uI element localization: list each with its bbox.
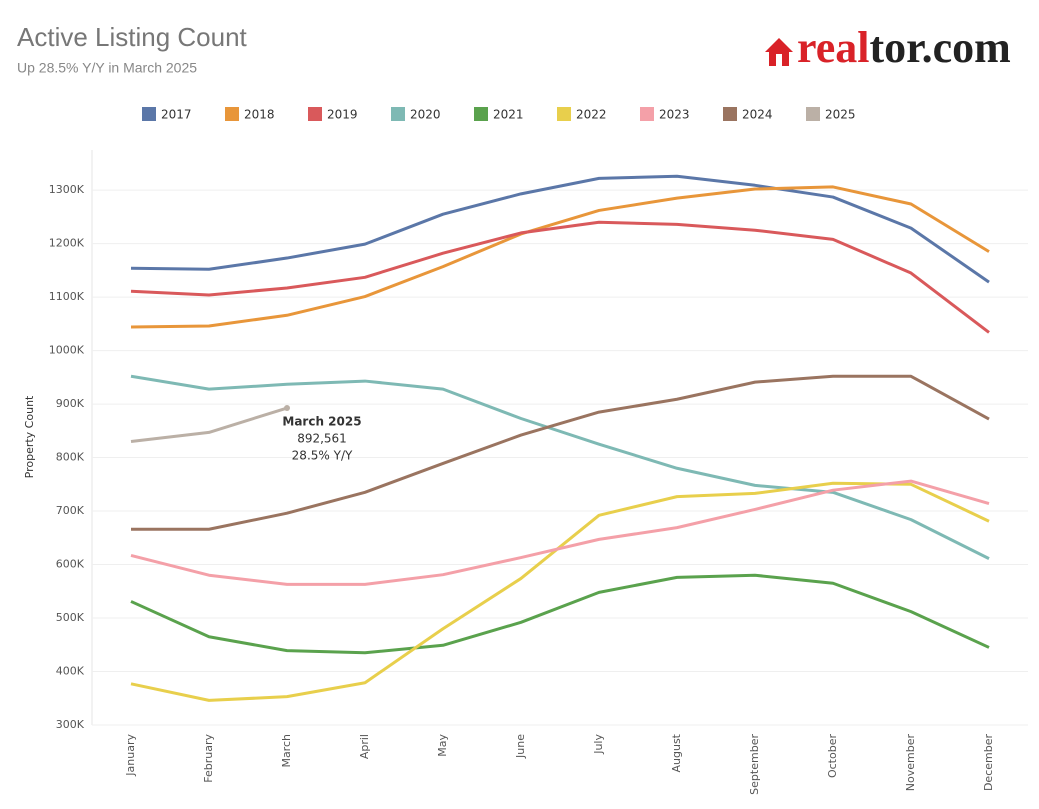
series-line	[130, 406, 288, 444]
series-line	[130, 374, 990, 560]
legend-swatch	[308, 107, 322, 121]
annotation-text: 28.5% Y/Y	[292, 449, 353, 463]
legend-label: 2018	[244, 108, 275, 122]
series-line	[130, 481, 990, 702]
x-tick-label: December	[982, 734, 995, 792]
y-tick-label: 1200K	[49, 237, 85, 250]
y-tick-label: 300K	[56, 718, 85, 731]
annotation-text: 892,561	[297, 432, 347, 446]
x-tick-label: June	[514, 734, 527, 759]
series-line	[130, 185, 990, 329]
y-tick-label: 1100K	[49, 290, 85, 303]
y-tick-label: 1300K	[49, 183, 85, 196]
y-tick-label: 900K	[56, 397, 85, 410]
y-tick-label: 400K	[56, 665, 85, 678]
x-tick-label: January	[124, 734, 137, 777]
logo-icon	[765, 38, 793, 66]
y-tick-label: 700K	[56, 504, 85, 517]
y-tick-label: 500K	[56, 611, 85, 624]
legend-swatch	[723, 107, 737, 121]
series-line	[131, 374, 990, 531]
legend-swatch	[806, 107, 820, 121]
x-tick-label: April	[358, 734, 371, 759]
y-tick-label: 1000K	[49, 344, 85, 357]
x-tick-label: September	[748, 734, 761, 795]
annotation-text: March 2025	[282, 415, 361, 429]
legend-swatch	[225, 107, 239, 121]
y-tick-label: 800K	[56, 451, 85, 464]
logo-text: realtor.com	[797, 23, 1011, 72]
logo: realtor.com	[765, 23, 1011, 72]
legend-label: 2024	[742, 108, 773, 122]
x-tick-label: August	[670, 733, 683, 772]
legend-label: 2021	[493, 108, 524, 122]
legend-label: 2022	[576, 108, 607, 122]
x-tick-label: February	[202, 734, 215, 783]
legend-label: 2023	[659, 108, 690, 122]
annotation-point	[284, 405, 290, 412]
chart-subtitle: Up 28.5% Y/Y in March 2025	[17, 60, 197, 76]
legend-label: 2020	[410, 108, 441, 122]
legend-swatch	[640, 107, 654, 121]
legend-swatch	[557, 107, 571, 121]
series-line	[130, 573, 990, 655]
legend-swatch	[142, 107, 156, 121]
legend-swatch	[391, 107, 405, 121]
legend-label: 2025	[825, 108, 856, 122]
x-tick-label: May	[436, 734, 449, 757]
y-tick-label: 600K	[56, 558, 85, 571]
logo-part: tor.com	[870, 23, 1011, 72]
series-line	[130, 479, 990, 586]
y-axis-label: Property Count	[23, 395, 36, 478]
x-tick-label: July	[592, 734, 605, 755]
series-line	[130, 220, 990, 334]
chart-title: Active Listing Count	[17, 22, 248, 52]
x-tick-label: March	[280, 734, 293, 768]
logo-door	[776, 54, 782, 66]
x-tick-label: October	[826, 734, 839, 778]
legend-swatch	[474, 107, 488, 121]
x-tick-label: November	[904, 734, 917, 792]
legend-label: 2017	[161, 108, 192, 122]
logo-part: real	[797, 23, 870, 72]
series-line	[130, 174, 990, 284]
legend-label: 2019	[327, 108, 358, 122]
